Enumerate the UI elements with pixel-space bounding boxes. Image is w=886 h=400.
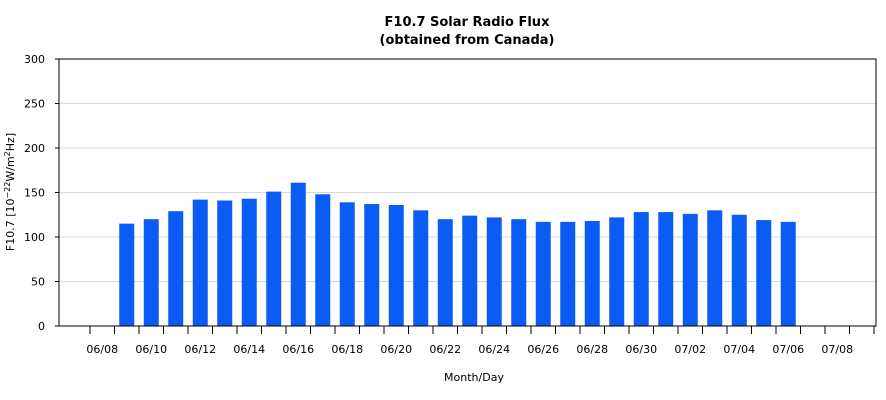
x-tick-label: 06/18 — [331, 343, 363, 356]
bar-06-20 — [388, 204, 404, 326]
x-tick-label: 06/30 — [625, 343, 657, 356]
bar-06-23 — [462, 215, 478, 326]
x-tick-label: 06/10 — [135, 343, 167, 356]
bar-06-28 — [584, 220, 600, 326]
y-tick-label: 250 — [24, 98, 45, 111]
x-tick-label: 07/02 — [674, 343, 706, 356]
y-tick-label: 0 — [38, 320, 45, 333]
bar-07-05 — [756, 220, 772, 326]
bar-06-25 — [511, 219, 527, 326]
x-tick-label: 06/12 — [184, 343, 216, 356]
bar-07-06 — [780, 221, 796, 326]
x-tick-label: 06/08 — [86, 343, 118, 356]
y-tick-label: 50 — [31, 276, 45, 289]
bar-06-22 — [437, 219, 453, 326]
x-tick-label: 06/26 — [527, 343, 559, 356]
bar-07-02 — [682, 213, 698, 326]
x-tick-label: 07/04 — [723, 343, 755, 356]
x-tick-label: 06/20 — [380, 343, 412, 356]
x-tick-label: 06/16 — [282, 343, 314, 356]
y-tick-label: 200 — [24, 142, 45, 155]
y-ticks: 0 50 100 150 200 250 300 — [24, 53, 59, 333]
bar-07-04 — [731, 214, 747, 326]
y-tick-label: 300 — [24, 53, 45, 66]
x-axis-label: Month/Day — [444, 371, 504, 384]
bar-06-21 — [413, 210, 429, 326]
bar-06-14 — [241, 198, 257, 326]
bar-07-01 — [658, 212, 674, 326]
bar-06-15 — [266, 191, 282, 326]
bar-06-17 — [315, 194, 331, 326]
bar-06-29 — [609, 217, 625, 326]
x-ticks: 06/08 06/10 06/12 06/14 06/16 06/18 06/20 06/22… — [86, 326, 875, 356]
y-axis-label: F10.7 [10−22W/m2Hz] — [3, 133, 17, 251]
bar-06-12 — [192, 199, 208, 326]
chart-title: F10.7 Solar Radio Flux — [385, 15, 551, 30]
x-tick-label: 07/08 — [821, 343, 853, 356]
bar-06-16 — [290, 182, 306, 326]
bar-06-30 — [633, 212, 649, 326]
bar-06-13 — [217, 200, 233, 326]
chart-subtitle: (obtained from Canada) — [380, 33, 555, 48]
y-tick-label: 150 — [24, 187, 45, 200]
x-tick-label: 06/24 — [478, 343, 510, 356]
bar-06-19 — [364, 204, 380, 326]
y-tick-label: 100 — [24, 231, 45, 244]
x-tick-label: 06/14 — [233, 343, 265, 356]
bar-06-10 — [143, 219, 159, 326]
bar-06-26 — [535, 221, 551, 326]
x-tick-label: 06/22 — [429, 343, 461, 356]
bar-06-18 — [339, 202, 355, 326]
bar-06-11 — [168, 211, 184, 326]
bar-07-03 — [707, 210, 723, 326]
x-tick-label: 06/28 — [576, 343, 608, 356]
x-tick-label: 07/06 — [772, 343, 804, 356]
bar-06-09 — [119, 223, 135, 326]
bars — [119, 182, 796, 326]
bar-06-24 — [486, 217, 502, 326]
bar-06-27 — [560, 221, 576, 326]
